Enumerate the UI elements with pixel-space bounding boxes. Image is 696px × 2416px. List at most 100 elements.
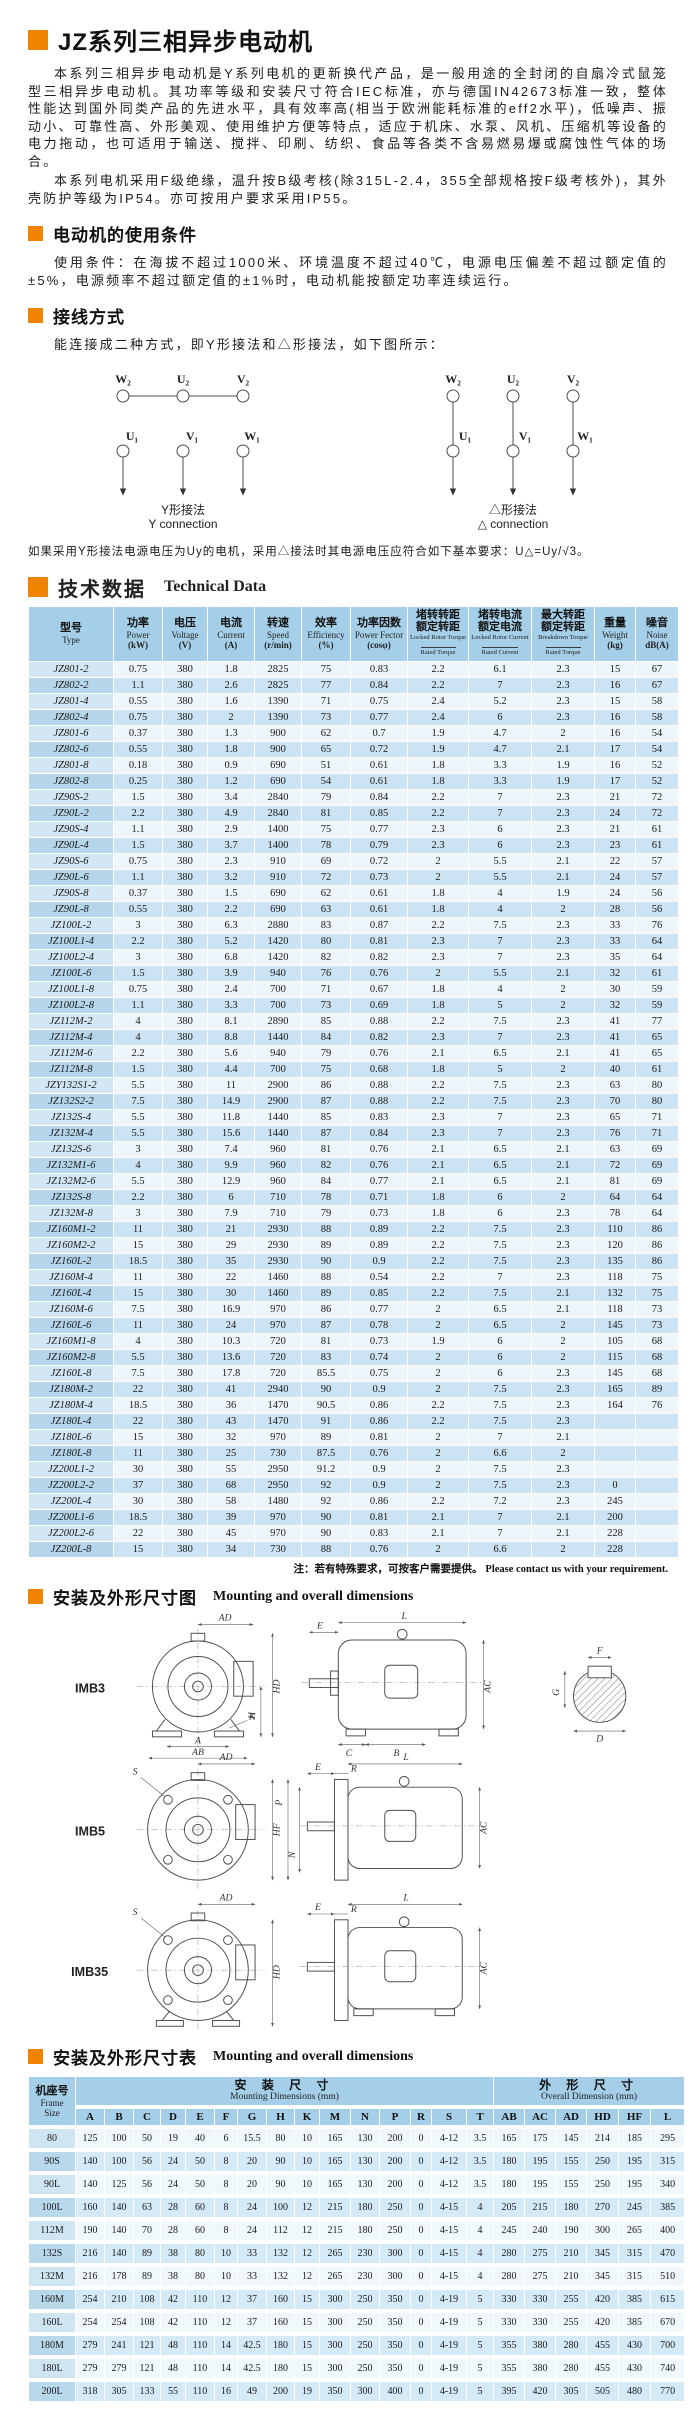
column-header: 电流 Current (A) bbox=[208, 606, 254, 661]
value-cell: 87 bbox=[302, 1094, 350, 1109]
type-cell: JZ802-8 bbox=[29, 774, 113, 789]
value-cell: 380 bbox=[163, 1206, 207, 1221]
value-cell: 0.84 bbox=[351, 790, 407, 805]
value-cell: 215 bbox=[525, 2198, 556, 2217]
dim-label-N: N bbox=[287, 1851, 298, 1859]
value-cell: 380 bbox=[163, 854, 207, 869]
value-cell: 80 bbox=[636, 1078, 678, 1093]
value-cell: 2 bbox=[532, 902, 594, 917]
dim-label-L: L bbox=[402, 1752, 408, 1763]
table-note-zh: 注：若有特殊要求，可按客户需要提供。 bbox=[293, 1563, 483, 1575]
value-cell: 70 bbox=[134, 2221, 160, 2240]
value-cell: 2.2 bbox=[408, 1270, 468, 1285]
value-cell: 12 bbox=[295, 2267, 319, 2286]
dim-label-E: E bbox=[314, 1762, 321, 1773]
value-cell: 2.1 bbox=[532, 1158, 594, 1173]
wiring-diagram-svg: W₂ U₂ V₂ U₁ V₁ W₁ Y形接法 Y connection W₂ U… bbox=[115, 372, 593, 531]
value-cell: 0.71 bbox=[351, 1190, 407, 1205]
value-cell: 23 bbox=[595, 838, 635, 853]
value-cell: 380 bbox=[163, 1254, 207, 1269]
value-cell: 40 bbox=[595, 1062, 635, 1077]
table-row: JZ180L-4 22 380 43 1470 91 0.86 2.2 7.5 2.3 bbox=[29, 1414, 678, 1429]
value-cell: 2.1 bbox=[532, 1286, 594, 1301]
value-cell: 29 bbox=[208, 1238, 254, 1253]
value-cell: 22 bbox=[114, 1414, 162, 1429]
value-cell: 2 bbox=[532, 1318, 594, 1333]
value-cell: 1400 bbox=[255, 822, 301, 837]
value-cell: 7.2 bbox=[469, 1494, 531, 1509]
value-cell bbox=[595, 1414, 635, 1429]
value-cell: 10 bbox=[215, 2244, 237, 2263]
value-cell: 73 bbox=[302, 710, 350, 725]
value-cell bbox=[595, 1462, 635, 1477]
value-cell: 165 bbox=[320, 2129, 350, 2148]
mounting-dimensions-header: 安 装 尺 寸 Mounting Dimensions (mm) bbox=[76, 2077, 494, 2105]
value-cell: 87.5 bbox=[302, 1446, 350, 1461]
value-cell: 4-19 bbox=[432, 2336, 466, 2355]
value-cell: 64 bbox=[636, 934, 678, 949]
value-cell: 90 bbox=[267, 2152, 294, 2171]
value-cell: 0 bbox=[411, 2313, 431, 2332]
value-cell: 2.2 bbox=[408, 1078, 468, 1093]
value-cell: 250 bbox=[380, 2221, 410, 2240]
value-cell: 241 bbox=[105, 2336, 133, 2355]
value-cell: 430 bbox=[619, 2336, 651, 2355]
value-cell: 15 bbox=[295, 2336, 319, 2355]
overall-dimensions-header: 外 形 尺 寸 Overall Dimension (mm) bbox=[494, 2077, 685, 2105]
value-cell: 68 bbox=[636, 1366, 678, 1381]
value-cell: 69 bbox=[302, 854, 350, 869]
value-cell: 0.89 bbox=[351, 1238, 407, 1253]
value-cell: 230 bbox=[351, 2244, 379, 2263]
overall-dimensions-header-zh: 外 形 尺 寸 bbox=[539, 2078, 640, 2092]
value-cell: 720 bbox=[255, 1350, 301, 1365]
value-cell: 78 bbox=[595, 1206, 635, 1221]
value-cell: 1390 bbox=[255, 710, 301, 725]
value-cell: 2.3 bbox=[532, 1254, 594, 1269]
value-cell: 2.2 bbox=[208, 902, 254, 917]
value-cell: 2.3 bbox=[532, 662, 594, 677]
value-cell: 0.75 bbox=[114, 982, 162, 997]
value-cell: 32 bbox=[595, 998, 635, 1013]
value-cell: 0.61 bbox=[351, 758, 407, 773]
value-cell: 10 bbox=[295, 2152, 319, 2171]
value-cell: 22 bbox=[208, 1270, 254, 1285]
value-cell: 2.2 bbox=[408, 790, 468, 805]
value-cell: 0.82 bbox=[351, 1030, 407, 1045]
value-cell: 2930 bbox=[255, 1222, 301, 1237]
value-cell: 56 bbox=[636, 902, 678, 917]
value-cell: 2840 bbox=[255, 806, 301, 821]
value-cell: 61 bbox=[636, 822, 678, 837]
dim-label-C: C bbox=[346, 1748, 353, 1759]
value-cell: 1400 bbox=[255, 838, 301, 853]
value-cell: 2.3 bbox=[532, 1094, 594, 1109]
value-cell: 8.8 bbox=[208, 1030, 254, 1045]
value-cell: 2.2 bbox=[408, 1222, 468, 1237]
value-cell: 0 bbox=[411, 2221, 431, 2240]
value-cell: 17 bbox=[595, 774, 635, 789]
value-cell: 300 bbox=[320, 2359, 350, 2378]
delta-connection-caption-en: △ connection bbox=[478, 517, 549, 531]
value-cell: 970 bbox=[255, 1526, 301, 1541]
terminal-label: U₂ bbox=[177, 372, 190, 386]
value-cell: 11 bbox=[114, 1318, 162, 1333]
table-row: JZ132S-4 5.5 380 11.8 1440 85 0.83 2.3 7 2.3 65 71 bbox=[29, 1110, 678, 1125]
value-cell: 0.72 bbox=[351, 854, 407, 869]
value-cell: 6 bbox=[208, 1190, 254, 1205]
value-cell: 470 bbox=[651, 2244, 685, 2263]
dimension-column-header: E bbox=[186, 2109, 214, 2125]
table-row: JZ112M-2 4 380 8.1 2890 85 0.88 2.2 7.5 2.3 41 77 bbox=[29, 1014, 678, 1029]
value-cell: 0.18 bbox=[114, 758, 162, 773]
value-cell: 55 bbox=[208, 1462, 254, 1477]
value-cell: 254 bbox=[76, 2313, 104, 2332]
value-cell: 22 bbox=[114, 1382, 162, 1397]
value-cell: 5.2 bbox=[469, 694, 531, 709]
value-cell: 80 bbox=[636, 1094, 678, 1109]
value-cell: 25 bbox=[208, 1446, 254, 1461]
value-cell: 2.1 bbox=[408, 1510, 468, 1525]
value-cell: 7 bbox=[469, 790, 531, 805]
value-cell: 15 bbox=[114, 1542, 162, 1557]
technical-data-title-row: 技术数据 Technical Data bbox=[28, 573, 668, 602]
value-cell: 79 bbox=[302, 790, 350, 805]
value-cell: 2.3 bbox=[532, 806, 594, 821]
table-row: 112M 190 140 70 28 60 8 24 112 12 215 180 250 0 4-15 4 2… bbox=[29, 2221, 685, 2240]
